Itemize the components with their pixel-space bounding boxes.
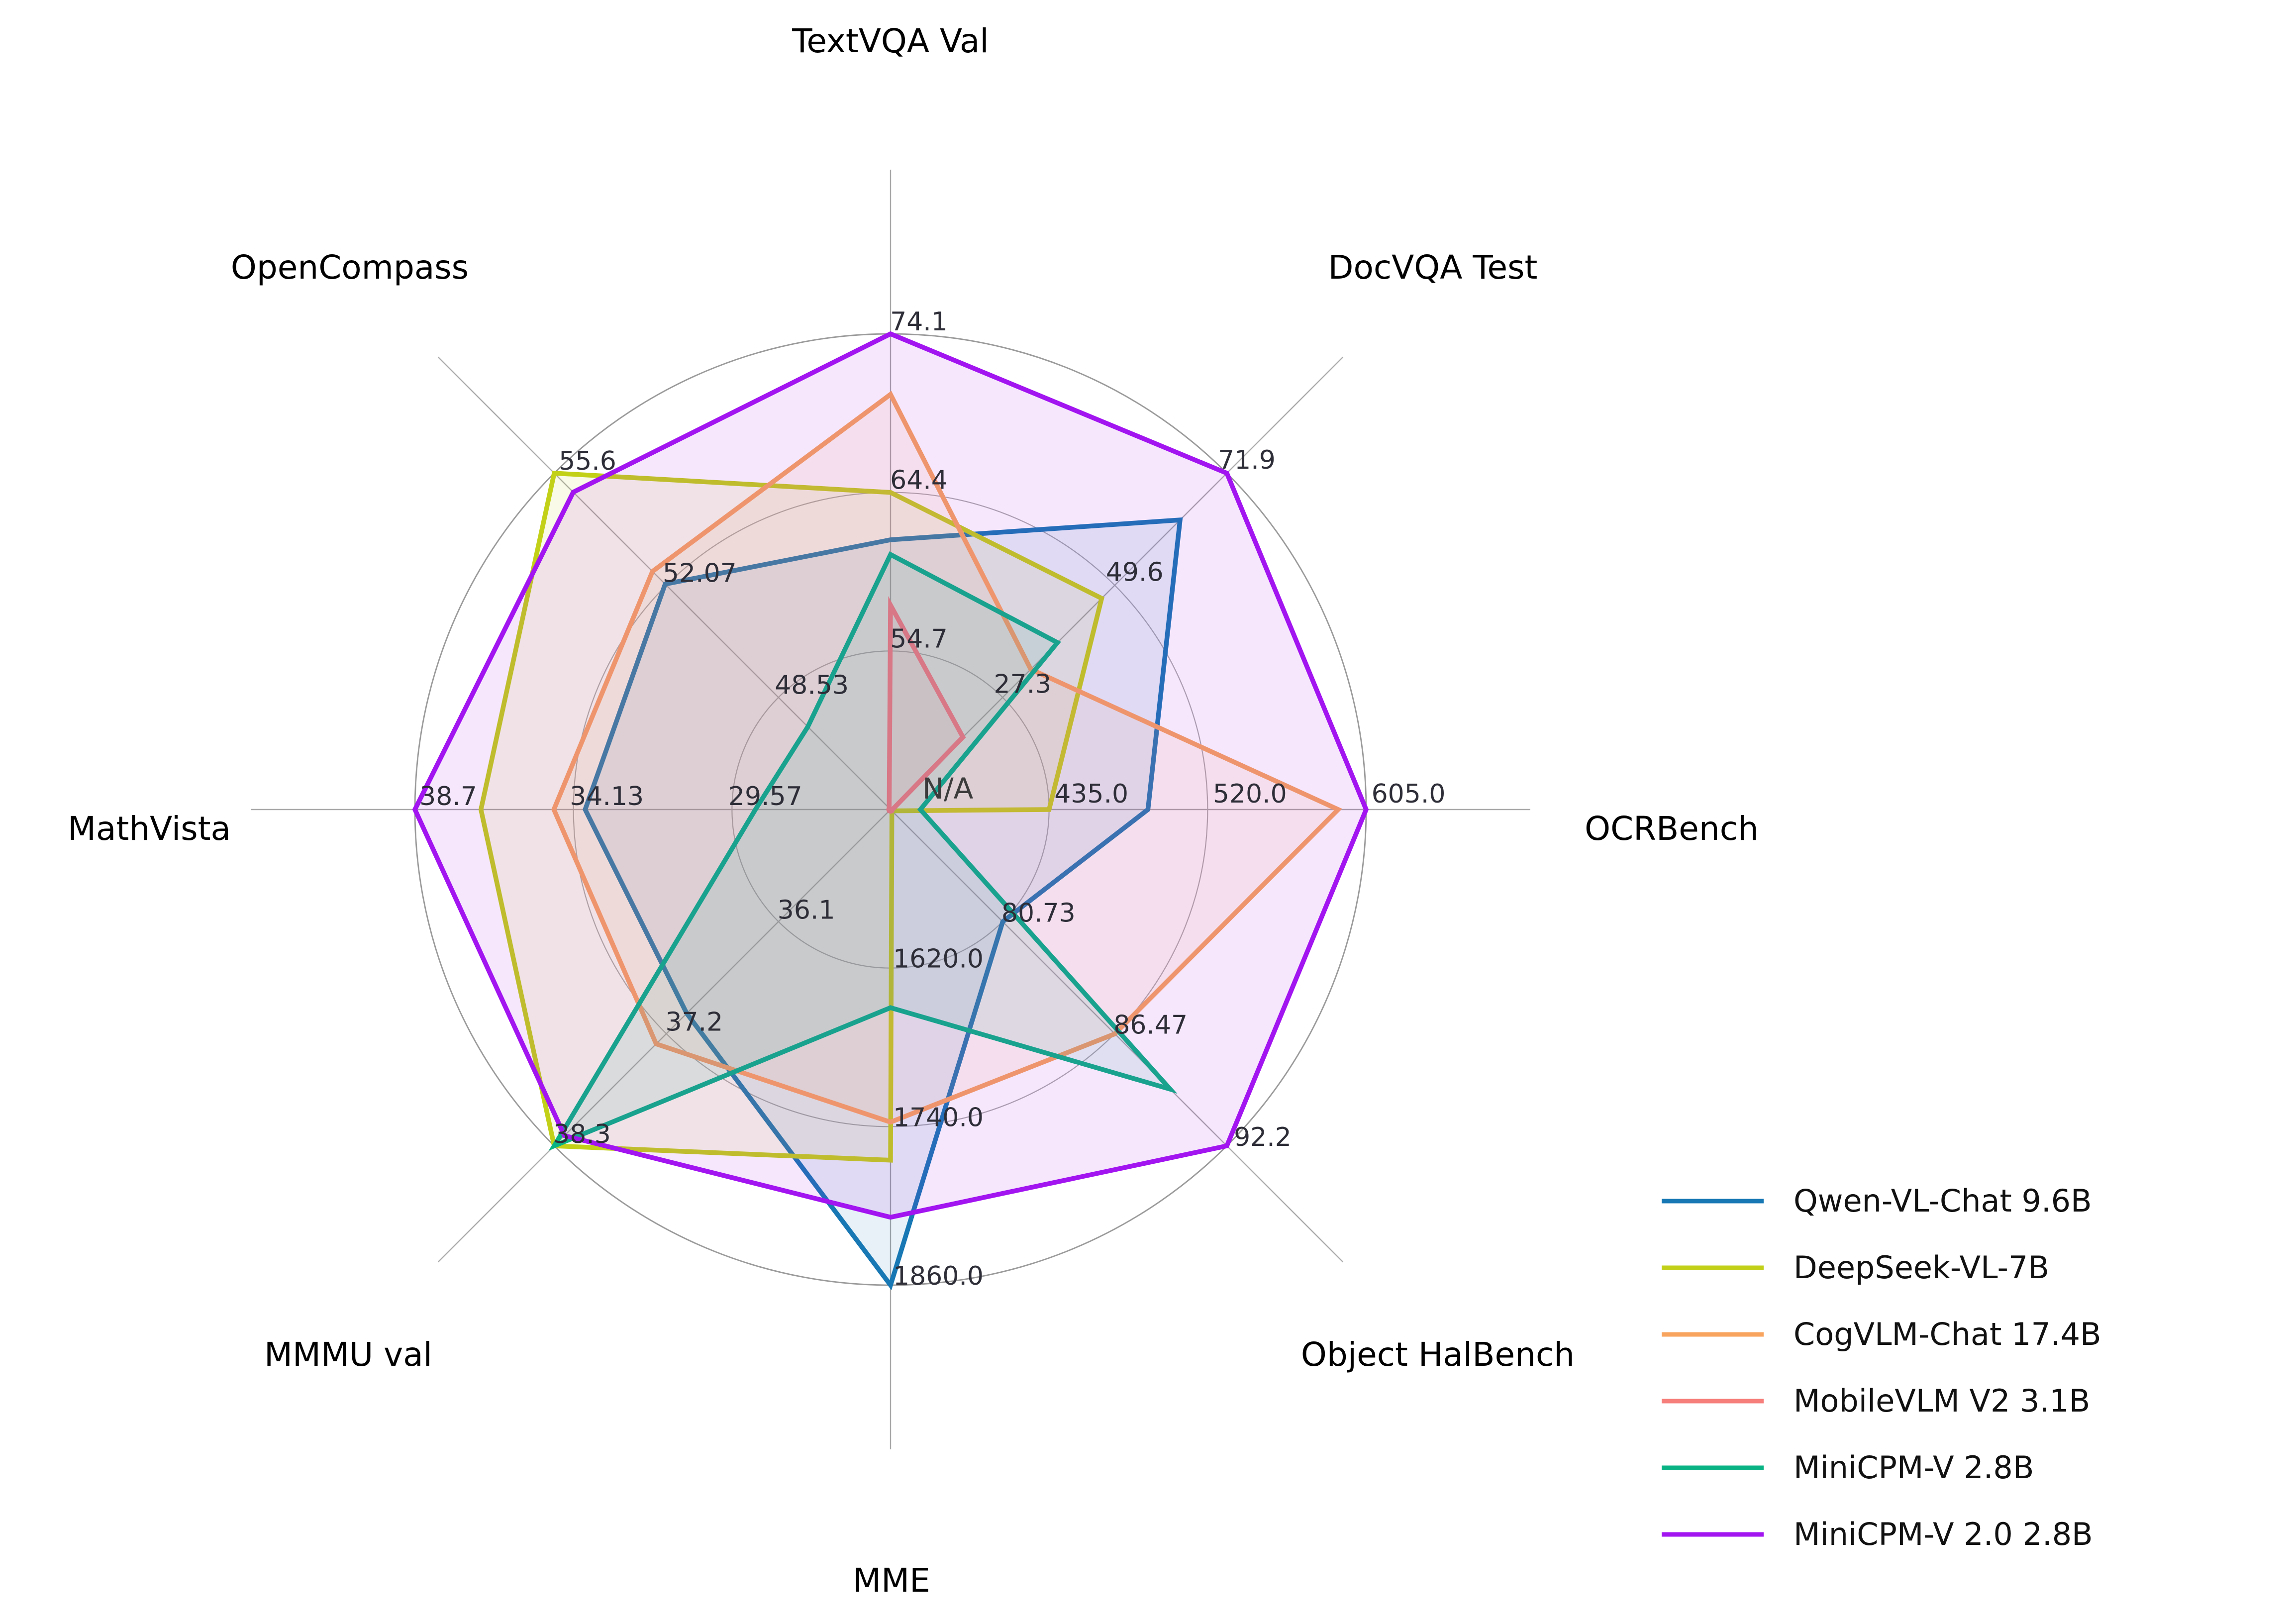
series-fill-mobilevlm-v2-3-1b [889, 605, 963, 812]
tick-label-axis0-ring1: 54.7 [890, 624, 948, 654]
axis-title-object-halbench: Object HalBench [1301, 1335, 1575, 1374]
series-line-minicpm-v-2-8b [548, 551, 1178, 1151]
tick-label-axis6-ring1: 29.57 [728, 782, 802, 812]
series-line-mobilevlm-v2-3-1b [886, 596, 966, 814]
tick-label-axis4-ring1: 1620.0 [893, 944, 984, 974]
tick-label-axis4-ring2: 1740.0 [893, 1103, 984, 1132]
tick-label-axis1-ring1: 27.3 [994, 670, 1051, 700]
tick-label-axis3-ring2: 86.47 [1113, 1011, 1188, 1040]
tick-label-axis2-ring2: 520.0 [1213, 779, 1287, 809]
axis-title-mmmu-val: MMMU val [264, 1335, 432, 1374]
tick-label-axis3-ring1: 80.73 [1001, 898, 1076, 928]
series-fill-deepseek-vl-7b [481, 473, 1102, 1160]
tick-label-axis7-ring1: 48.53 [775, 671, 849, 701]
tick-label-axis3-ring3: 92.2 [1234, 1122, 1292, 1152]
tick-label-axis7-ring3: 55.6 [559, 446, 616, 476]
series-fill-minicpm-v-2-8b [554, 554, 1171, 1146]
tick-label-axis2-ring3: 605.0 [1372, 779, 1446, 809]
tick-label-axis7-ring2: 52.07 [663, 558, 737, 588]
legend-label-deepseek-vl-7b: DeepSeek-VL-7B [1794, 1249, 2049, 1286]
axis-title-textvqa-val: TextVQA Val [792, 22, 989, 60]
tick-label-axis2-ring1: 435.0 [1054, 779, 1128, 809]
tick-label-axis6-ring3: 38.7 [419, 782, 477, 812]
series-line-qwen-vl-chat-9-6b [583, 517, 1183, 1291]
legend-label-cogvlm-chat-17-4b: CogVLM-Chat 17.4B [1794, 1316, 2101, 1352]
series-fill-cogvlm-chat-17-4b [554, 394, 1338, 1122]
tick-label-axis4-ring3: 1860.0 [893, 1261, 984, 1291]
series-line-cogvlm-chat-17-4b [551, 391, 1342, 1125]
axis-title-mme: MME [853, 1561, 930, 1600]
legend-label-minicpm-v-2-0-2-8b: MiniCPM-V 2.0 2.8B [1794, 1516, 2093, 1552]
tick-label-axis5-ring2: 37.2 [665, 1008, 723, 1037]
series-line-minicpm-v-2-0-2-8b [412, 331, 1369, 1220]
na-annotation: N/A [922, 772, 974, 806]
tick-label-axis5-ring1: 36.1 [778, 895, 835, 925]
axis-title-ocrbench: OCRBench [1585, 810, 1759, 848]
axis-title-mathvista: MathVista [68, 810, 231, 848]
tick-label-axis0-ring2: 64.4 [890, 466, 948, 496]
axis-title-opencompass: OpenCompass [231, 248, 469, 287]
tick-label-axis5-ring3: 38.3 [553, 1119, 611, 1149]
series-fill-minicpm-v-2-0-2-8b [415, 334, 1366, 1218]
axis-title-docvqa-test: DocVQA Test [1328, 248, 1538, 287]
tick-label-axis0-ring3: 74.1 [890, 307, 948, 337]
legend-label-minicpm-v-2-8b: MiniCPM-V 2.8B [1794, 1449, 2034, 1486]
tick-label-axis1-ring3: 71.9 [1218, 445, 1276, 475]
axis-spoke-5 [437, 809, 891, 1263]
legend-label-mobilevlm-v2-3-1b: MobileVLM V2 3.1B [1794, 1383, 2090, 1419]
axis-spoke-1 [890, 356, 1344, 810]
axis-spoke-3 [890, 809, 1344, 1263]
tick-label-axis6-ring2: 34.13 [570, 782, 644, 812]
series-fill-qwen-vl-chat-9-6b [585, 520, 1180, 1285]
series-line-deepseek-vl-7b [478, 471, 1104, 1163]
legend-label-qwen-vl-chat-9-6b: Qwen-VL-Chat 9.6B [1794, 1183, 2092, 1219]
tick-label-axis1-ring2: 49.6 [1106, 557, 1164, 587]
